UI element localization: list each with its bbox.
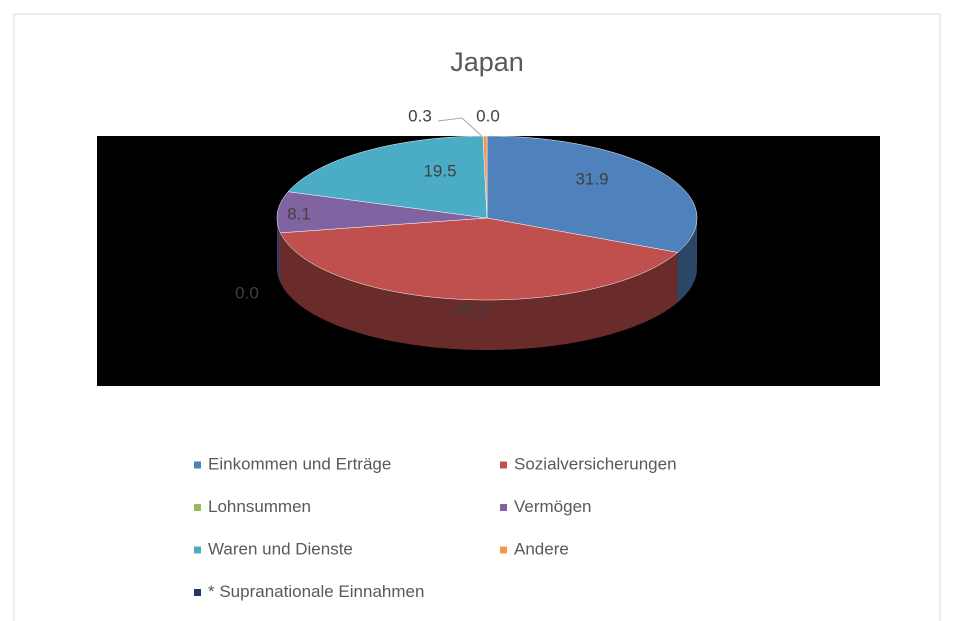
- data-label: 19.5: [423, 161, 456, 180]
- legend-label: * Supranationale Einnahmen: [208, 582, 424, 601]
- data-label: 0.0: [476, 106, 500, 125]
- pie-side: [677, 218, 697, 303]
- pie-slice: [287, 135, 488, 219]
- data-label: 8.1: [287, 204, 311, 223]
- pie-side: [277, 218, 281, 283]
- pie-slice: [280, 217, 679, 301]
- legend-swatch: [194, 504, 201, 511]
- legend-swatch: [194, 546, 201, 554]
- chart-title: Japan: [450, 47, 524, 77]
- pie-slice: [482, 135, 488, 219]
- legend-swatch: [500, 504, 507, 511]
- leader-line: [437, 117, 485, 139]
- data-label: 0.0: [235, 283, 259, 302]
- legend-swatch: [500, 461, 507, 469]
- data-label: 0.3: [408, 106, 432, 125]
- legend-label: Lohnsummen: [208, 497, 311, 516]
- pie-slice: [486, 135, 698, 253]
- legend-swatch: [194, 589, 201, 596]
- legend-label: Waren und Dienste: [208, 539, 353, 558]
- data-label: 40.2: [453, 300, 486, 319]
- pie-slice: [276, 191, 488, 234]
- legend-label: Sozialversicherungen: [514, 454, 677, 473]
- legend-label: Einkommen und Erträge: [208, 454, 391, 473]
- legend-swatch: [194, 461, 201, 469]
- data-label: 31.9: [575, 169, 608, 188]
- pie-side: [280, 232, 678, 350]
- legend-label: Andere: [514, 539, 569, 558]
- legend-swatch: [500, 546, 507, 554]
- legend-label: Vermögen: [514, 497, 592, 516]
